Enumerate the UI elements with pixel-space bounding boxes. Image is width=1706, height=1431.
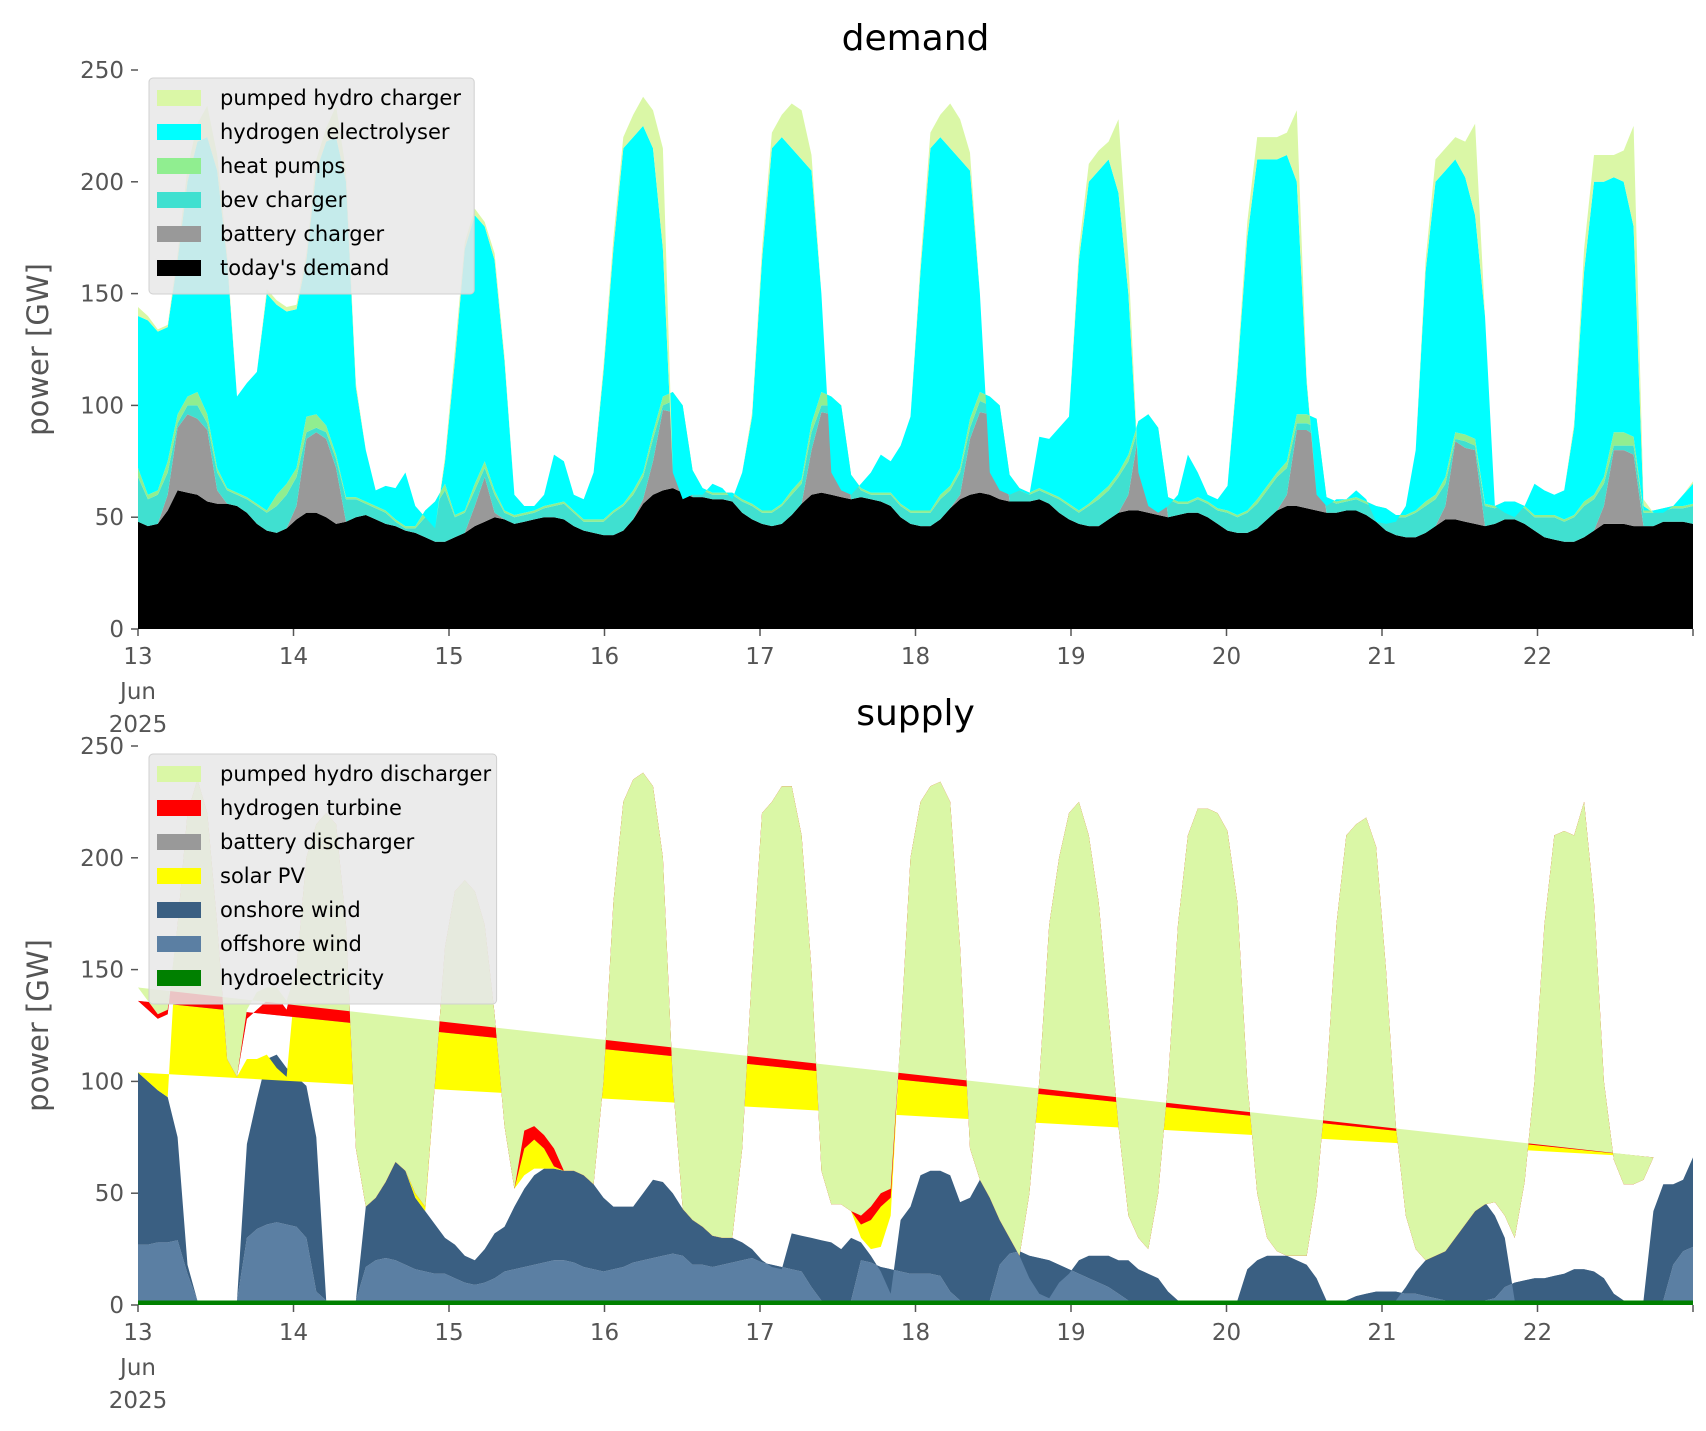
x-tick-label: 21 xyxy=(1367,1320,1396,1346)
legend-entry-pumped-hydro-discharger: pumped hydro discharger xyxy=(157,762,491,786)
x-tick-sublabel: Jun xyxy=(118,1355,156,1381)
legend-label: battery charger xyxy=(220,222,385,246)
x-tick-label: 16 xyxy=(590,644,619,670)
x-tick-label: 21 xyxy=(1367,644,1396,670)
x-tick-label: 20 xyxy=(1212,644,1241,670)
legend-swatch xyxy=(157,800,201,816)
legend-box xyxy=(148,753,498,1005)
x-tick-label: 13 xyxy=(123,1320,152,1346)
x-tick-label: 22 xyxy=(1523,644,1552,670)
chart-title: demand xyxy=(842,18,990,59)
x-tick-sublabel: 2025 xyxy=(109,1388,168,1414)
legend-label: hydrogen turbine xyxy=(220,796,402,820)
legend-swatch xyxy=(157,90,201,106)
y-tick-label: 150 xyxy=(80,282,124,308)
y-tick-label: 0 xyxy=(109,1293,124,1319)
legend: pumped hydro charger hydrogen electrolyse… xyxy=(148,77,475,295)
x-tick-label: 13 xyxy=(123,644,152,670)
y-tick-label: 150 xyxy=(80,958,124,984)
legend-label: bev charger xyxy=(220,188,347,212)
legend-swatch xyxy=(157,936,201,952)
legend-entry-pumped-hydro-charger: pumped hydro charger xyxy=(157,86,461,110)
legend-swatch xyxy=(157,192,201,208)
y-tick-label: 50 xyxy=(95,505,124,531)
y-tick-label: 250 xyxy=(80,734,124,760)
legend-entry-today-s-demand: today's demand xyxy=(157,256,389,280)
x-tick-label: 19 xyxy=(1056,644,1085,670)
legend-swatch xyxy=(157,766,201,782)
x-tick-label: 19 xyxy=(1056,1320,1085,1346)
legend-entry-hydrogen-electrolyser: hydrogen electrolyser xyxy=(157,120,450,144)
x-tick-label: 15 xyxy=(434,1320,463,1346)
x-tick-label: 22 xyxy=(1523,1320,1552,1346)
legend-swatch xyxy=(157,158,201,174)
area-layer xyxy=(138,96,1693,629)
series-area-offshore-wind xyxy=(138,1222,1693,1301)
legend-swatch xyxy=(157,902,201,918)
y-tick-label: 100 xyxy=(80,1069,124,1095)
legend-entry-onshore-wind: onshore wind xyxy=(157,898,361,922)
demand-panel: demand power [GW] 0 50 100 150 200 250 13 Jun 2025… xyxy=(21,18,1694,738)
x-tick-label: 15 xyxy=(434,644,463,670)
x-tick-label: 18 xyxy=(901,1320,930,1346)
legend-swatch xyxy=(157,834,201,850)
x-tick-label: 18 xyxy=(901,644,930,670)
legend-swatch xyxy=(157,124,201,140)
legend-entry-battery-charger: battery charger xyxy=(157,222,385,246)
series-area-today-s-demand xyxy=(138,488,1693,629)
legend-label: today's demand xyxy=(220,256,389,280)
x-tick-sublabel: Jun xyxy=(118,679,156,705)
x-tick-label: 17 xyxy=(745,644,774,670)
legend-label: pumped hydro discharger xyxy=(220,762,491,786)
legend-swatch xyxy=(157,970,201,986)
legend-label: hydroelectricity xyxy=(220,966,384,990)
legend-label: onshore wind xyxy=(220,898,361,922)
x-tick-sublabel: 2025 xyxy=(109,712,168,738)
legend-entry-hydrogen-turbine: hydrogen turbine xyxy=(157,796,402,820)
y-axis-label: power [GW] xyxy=(21,939,55,1112)
y-tick-label: 100 xyxy=(80,393,124,419)
y-tick-label: 200 xyxy=(80,170,124,196)
legend-entry-battery-discharger: battery discharger xyxy=(157,830,415,854)
y-tick-label: 200 xyxy=(80,846,124,872)
y-tick-label: 50 xyxy=(95,1181,124,1207)
legend-swatch xyxy=(157,868,201,884)
legend-label: hydrogen electrolyser xyxy=(220,120,450,144)
series-area-hydroelectricity xyxy=(138,1300,1693,1305)
legend-swatch xyxy=(157,260,201,276)
legend-swatch xyxy=(157,226,201,242)
legend-label: heat pumps xyxy=(220,154,345,178)
y-tick-label: 250 xyxy=(80,58,124,84)
legend-entry-solar-pv: solar PV xyxy=(157,864,305,888)
series-area-battery-charger xyxy=(138,409,1693,542)
x-tick-label: 20 xyxy=(1212,1320,1241,1346)
legend: pumped hydro discharger hydrogen turbine b… xyxy=(148,753,498,1005)
supply-panel: supply power [GW] 0 50 100 150 200 250 13 Jun 2025… xyxy=(21,693,1694,1414)
chart-title: supply xyxy=(856,693,975,734)
legend-label: pumped hydro charger xyxy=(220,86,461,110)
x-tick-label: 17 xyxy=(745,1320,774,1346)
series-area-bev-charger xyxy=(138,400,1693,542)
x-tick-label: 16 xyxy=(590,1320,619,1346)
series-area-onshore-wind xyxy=(138,1054,1693,1301)
legend-label: battery discharger xyxy=(220,830,415,854)
legend-entry-hydroelectricity: hydroelectricity xyxy=(157,966,384,990)
x-tick-label: 14 xyxy=(279,1320,308,1346)
series-area-hydrogen-electrolyser xyxy=(138,125,1693,529)
area-layer xyxy=(138,772,1693,1305)
legend-box xyxy=(148,77,475,295)
y-tick-label: 0 xyxy=(109,617,124,643)
series-area-pumped-hydro-discharger xyxy=(138,772,1654,1261)
legend-label: offshore wind xyxy=(220,932,362,956)
legend-entry-bev-charger: bev charger xyxy=(157,188,347,212)
legend-entry-heat-pumps: heat pumps xyxy=(157,154,345,178)
y-axis-label: power [GW] xyxy=(21,263,55,436)
legend-entry-offshore-wind: offshore wind xyxy=(157,932,362,956)
x-tick-label: 14 xyxy=(279,644,308,670)
legend-label: solar PV xyxy=(220,864,305,888)
